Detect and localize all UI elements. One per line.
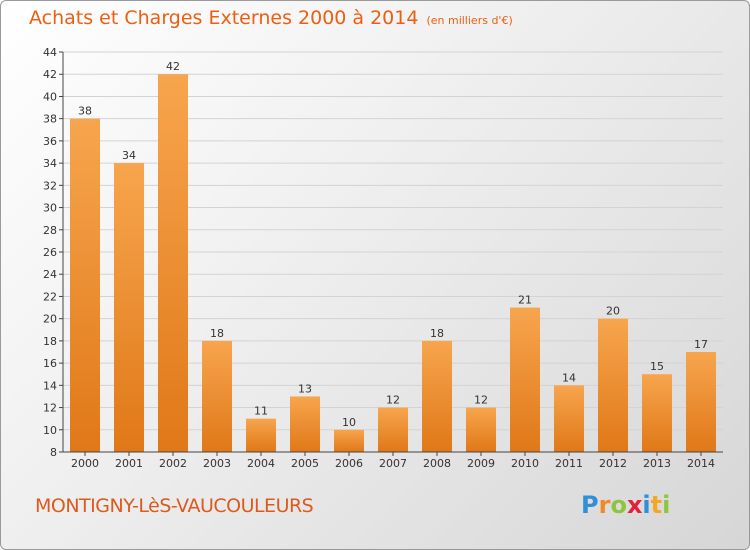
bar	[290, 396, 320, 452]
commune-name: MONTIGNY-LèS-VAUCOULEURS	[35, 495, 314, 517]
y-tick-label: 16	[43, 357, 57, 370]
chart-title-text: Achats et Charges Externes 2000 à 2014	[29, 7, 419, 29]
data-label: 42	[166, 60, 180, 73]
data-label: 12	[474, 394, 488, 407]
proxiti-logo: Proxiti	[581, 491, 670, 519]
bar	[158, 74, 188, 452]
bar	[642, 374, 672, 452]
y-tick-label: 20	[43, 313, 57, 326]
y-tick-label: 12	[43, 402, 57, 415]
axes	[59, 51, 723, 456]
data-label: 21	[518, 294, 532, 307]
y-tick-label: 40	[43, 90, 57, 103]
x-tick-label: 2006	[335, 457, 363, 470]
x-tick-label: 2003	[203, 457, 231, 470]
y-tick-label: 10	[43, 424, 57, 437]
logo-letter: x	[626, 491, 643, 519]
bar	[202, 340, 232, 452]
y-tick-label: 22	[43, 290, 57, 303]
bar	[378, 407, 408, 452]
data-label: 11	[254, 405, 268, 418]
x-tick-label: 2007	[379, 457, 407, 470]
y-tick-label: 42	[43, 68, 57, 81]
labels: 8 10 12 14 16 18 20 22 24 26 28 30 32 34 36 38 40 42 44 38 2…	[43, 46, 715, 470]
chart-title: Achats et Charges Externes 2000 à 2014 (e…	[29, 7, 513, 29]
bar	[246, 418, 276, 452]
data-label: 18	[430, 327, 444, 340]
bars	[70, 74, 716, 453]
bar	[422, 340, 452, 452]
data-label: 20	[606, 305, 620, 318]
bar	[70, 118, 100, 453]
x-tick-label: 2002	[159, 457, 187, 470]
logo-letter: r	[598, 491, 611, 519]
x-tick-label: 2009	[467, 457, 495, 470]
x-tick-label: 2012	[599, 457, 627, 470]
x-tick-label: 2008	[423, 457, 451, 470]
data-label: 12	[386, 394, 400, 407]
logo-letter: P	[581, 491, 599, 519]
data-label: 10	[342, 416, 356, 429]
bar	[510, 307, 540, 452]
data-label: 14	[562, 371, 576, 384]
bar	[334, 429, 364, 452]
x-tick-label: 2001	[115, 457, 143, 470]
y-tick-label: 32	[43, 179, 57, 192]
x-tick-label: 2013	[643, 457, 671, 470]
bar	[466, 407, 496, 452]
logo-letter: i	[662, 491, 671, 519]
y-tick-label: 24	[43, 268, 57, 281]
x-tick-label: 2011	[555, 457, 583, 470]
data-label: 17	[694, 338, 708, 351]
logo-letter: o	[610, 491, 627, 519]
y-tick-label: 28	[43, 224, 57, 237]
bar	[686, 352, 716, 452]
y-tick-label: 30	[43, 202, 57, 215]
bar	[114, 163, 144, 452]
logo-letter: i	[642, 491, 651, 519]
y-tick-label: 8	[50, 446, 57, 459]
chart-unit-note: (en milliers d'€)	[426, 14, 513, 27]
x-tick-label: 2005	[291, 457, 319, 470]
y-tick-label: 38	[43, 113, 57, 126]
x-tick-label: 2000	[71, 457, 99, 470]
y-tick-label: 34	[43, 157, 57, 170]
data-label: 15	[650, 360, 664, 373]
y-tick-label: 18	[43, 335, 57, 348]
y-tick-label: 36	[43, 135, 57, 148]
bar	[554, 385, 584, 452]
y-tick-label: 44	[43, 46, 57, 59]
x-tick-label: 2014	[687, 457, 715, 470]
x-tick-label: 2004	[247, 457, 275, 470]
x-tick-label: 2010	[511, 457, 539, 470]
data-label: 18	[210, 327, 224, 340]
data-label: 34	[122, 149, 136, 162]
y-tick-label: 26	[43, 246, 57, 259]
y-tick-label: 14	[43, 379, 57, 392]
logo-letter: t	[650, 491, 663, 519]
data-label: 13	[298, 382, 312, 395]
data-label: 38	[78, 105, 92, 118]
bar	[598, 318, 628, 452]
